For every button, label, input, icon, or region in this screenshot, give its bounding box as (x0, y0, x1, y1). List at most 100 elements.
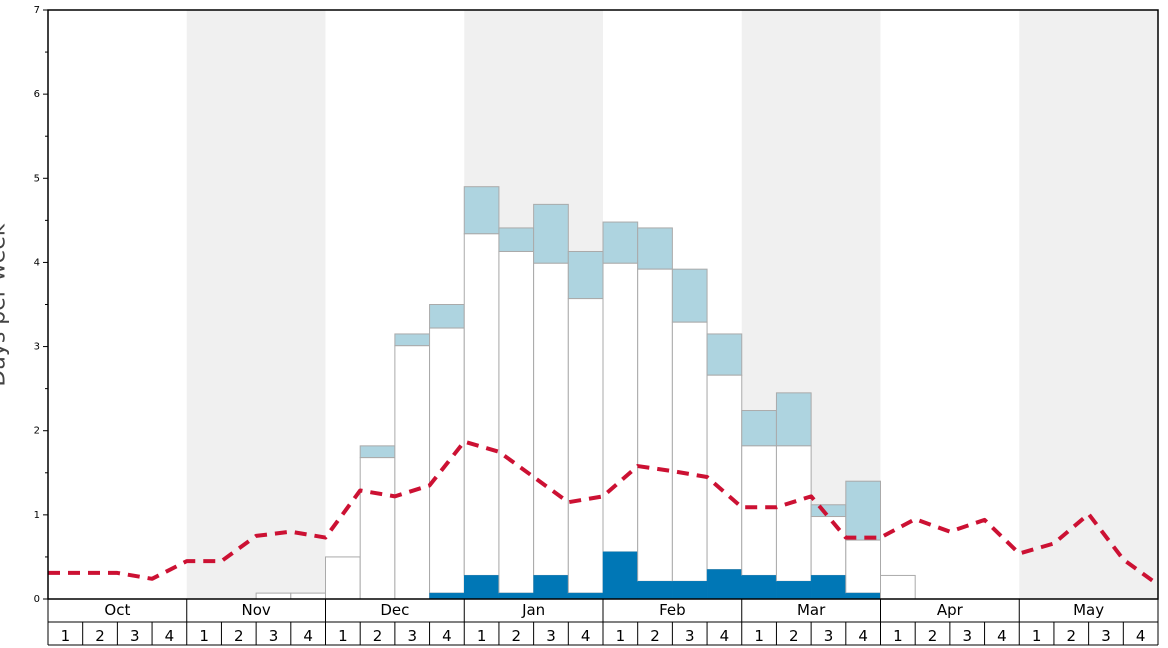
bar-white-segment (706, 374, 743, 571)
week-label: 4 (720, 627, 730, 645)
bar-dark-segment (533, 575, 569, 600)
week-label: 1 (338, 627, 348, 645)
bar-light-segment (706, 333, 743, 376)
y-tick-label: 3 (34, 342, 40, 353)
bar-white-segment (463, 233, 500, 576)
bar-light-segment (741, 410, 777, 447)
bar-white-segment (498, 250, 535, 594)
y-tick-label: 6 (34, 89, 40, 100)
bar-white-segment (637, 268, 673, 582)
bar-dark-segment (602, 551, 638, 600)
bar-light-segment (498, 227, 535, 252)
week-label: 3 (407, 627, 417, 645)
y-tick-label: 5 (34, 173, 40, 184)
month-label: Nov (241, 601, 270, 619)
bar-light-segment (429, 304, 465, 329)
bar-dark-segment (498, 592, 534, 600)
bar-white-segment (775, 445, 812, 582)
bar-white-segment (602, 262, 639, 553)
bar-light-segment (602, 221, 639, 264)
week-label: 3 (1101, 627, 1111, 645)
bar-dark-segment (464, 575, 500, 600)
bar-white-segment (810, 516, 847, 576)
bar-dark-segment (429, 592, 465, 600)
bar-white-segment (290, 592, 326, 600)
bar-light-segment (845, 480, 881, 541)
month-label: Feb (659, 601, 686, 619)
plot-frame (47, 9, 1159, 600)
week-label: 3 (824, 627, 834, 645)
bar-dark-segment (568, 592, 604, 600)
week-label: 1 (477, 627, 487, 645)
bar-dark-segment (845, 592, 881, 600)
month-shade-nov (186, 10, 326, 599)
week-label: 2 (928, 627, 938, 645)
bar-dark-segment (810, 575, 847, 600)
week-label: 4 (1136, 627, 1146, 645)
bar-light-segment (394, 333, 431, 347)
week-label: 2 (650, 627, 660, 645)
bar-light-segment (533, 203, 569, 264)
y-tick-label: 0 (34, 594, 40, 605)
y-tick-label: 2 (34, 426, 40, 437)
week-label: 2 (789, 627, 799, 645)
y-tick-label: 1 (34, 510, 40, 521)
week-label: 4 (858, 627, 868, 645)
week-label: 2 (95, 627, 105, 645)
y-tick-label: 7 (34, 5, 40, 16)
month-label: May (1073, 601, 1104, 619)
bar-white-segment (533, 262, 569, 576)
bar-white-segment (567, 298, 604, 594)
bar-dark-segment (672, 581, 708, 600)
x-axis: Oct 1 2 3 4 Nov 1 2 3 4 Dec 1 2 3 4 Jan 1 2 3 4 Feb 1 2 3 4 Mar 1 2… (47, 599, 1159, 646)
bar-light-segment (567, 250, 604, 300)
bar-white-segment (325, 556, 361, 600)
week-label: 1 (893, 627, 903, 645)
week-label: 2 (1067, 627, 1077, 645)
bar-light-segment (775, 392, 812, 447)
bar-white-segment (359, 457, 396, 600)
bar-dark-segment (776, 581, 812, 600)
month-label: Dec (380, 601, 409, 619)
bar-dark-segment (741, 575, 777, 600)
week-label: 1 (1032, 627, 1042, 645)
week-label: 3 (130, 627, 140, 645)
week-label: 4 (997, 627, 1007, 645)
bar-white-segment (845, 539, 881, 594)
week-label: 1 (61, 627, 71, 645)
month-label: Jan (521, 601, 545, 619)
bar-light-segment (463, 186, 500, 235)
week-label: 4 (303, 627, 313, 645)
bar-dark-segment (706, 569, 742, 600)
y-axis: 0 1 2 3 4 5 6 7 (34, 5, 48, 605)
week-label: 2 (234, 627, 244, 645)
month-label: Mar (797, 601, 826, 619)
month-shade-may (1019, 10, 1158, 599)
weekly-bars (255, 186, 916, 600)
bar-light-segment (671, 268, 708, 323)
week-label: 1 (754, 627, 764, 645)
bar-light-segment (637, 227, 673, 270)
week-label: 2 (373, 627, 383, 645)
week-label: 3 (962, 627, 972, 645)
bar-white-segment (741, 445, 777, 576)
week-label: 4 (165, 627, 175, 645)
bar-white-segment (671, 321, 708, 582)
week-label: 1 (199, 627, 209, 645)
week-label: 4 (442, 627, 452, 645)
bar-white-segment (880, 574, 916, 600)
month-label: Oct (104, 601, 130, 619)
y-axis-label: Days per week (0, 223, 11, 387)
month-label: Apr (937, 601, 964, 619)
week-label: 3 (269, 627, 279, 645)
y-tick-label: 4 (34, 257, 40, 268)
week-label: 1 (616, 627, 626, 645)
week-label: 4 (581, 627, 591, 645)
bar-light-segment (359, 445, 396, 459)
week-label: 3 (546, 627, 556, 645)
bar-dark-segment (637, 581, 673, 600)
bar-light-segment (810, 504, 847, 518)
bar-white-segment (394, 345, 431, 600)
week-label: 3 (685, 627, 695, 645)
